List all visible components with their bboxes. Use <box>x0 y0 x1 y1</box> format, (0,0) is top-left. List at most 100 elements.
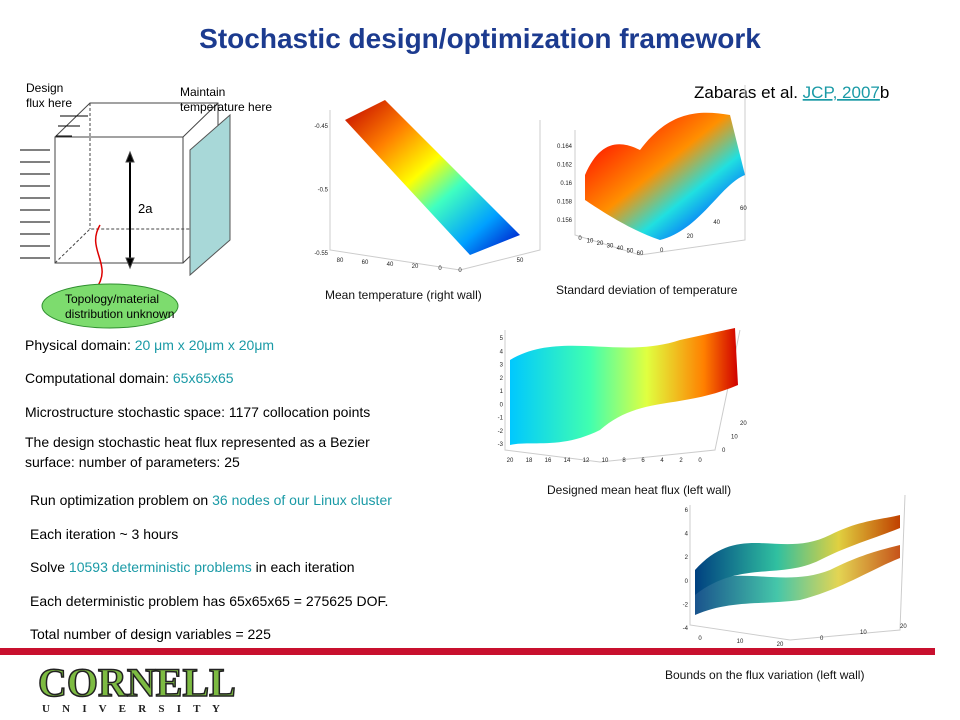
axis-tick-label: 0 <box>722 448 726 454</box>
axis-tick-label: 0 <box>698 636 702 642</box>
logo-sub: U N I V E R S I T Y <box>42 703 220 715</box>
axis-tick-label: 0 <box>458 268 462 274</box>
temp-label: Maintain <box>180 85 225 99</box>
bullet-line: Total number of design variables = 225 <box>30 626 271 642</box>
axis-tick-label: 50 <box>517 258 524 264</box>
axis-tick-label: 5 <box>500 336 504 342</box>
axis-tick-label: -0.55 <box>314 251 328 257</box>
pointer-line <box>94 224 103 291</box>
bullet-line: Microstructure stochastic space: 1177 co… <box>25 404 370 420</box>
axis-tick-label: 6 <box>641 458 645 464</box>
bullet-line: Run optimization problem on 36 nodes of … <box>30 492 392 508</box>
plot-stddev <box>574 85 746 256</box>
bullet-segment: surface: number of parameters: 25 <box>25 454 240 470</box>
axis-tick-label: -4 <box>683 626 689 632</box>
axis-tick-label: 10 <box>587 239 594 245</box>
axis-tick-label: 6 <box>685 508 689 514</box>
citation-link[interactable]: JCP, 2007 <box>803 83 880 102</box>
axis-tick-label: 4 <box>660 458 664 464</box>
cube-edge <box>182 102 219 138</box>
bullet-segment: Solve <box>30 559 69 575</box>
axis-tick-label: 12 <box>583 458 590 464</box>
axis-tick-label: 40 <box>617 246 624 252</box>
bullet-segment: 20 μm x 20μm x 20μm <box>135 337 274 353</box>
axis-tick-label: 0 <box>698 458 702 464</box>
axis-tick-label: 4 <box>685 532 689 538</box>
plot-heat-flux <box>504 328 741 463</box>
bullet-segment: 10593 deterministic problems <box>69 559 252 575</box>
plot-caption: Mean temperature (right wall) <box>325 288 482 302</box>
axis-tick-label: 60 <box>362 260 369 266</box>
axis-tick-label: 30 <box>607 244 614 250</box>
axis-tick-label: 16 <box>545 458 552 464</box>
bullet-segment: The design stochastic heat flux represen… <box>25 434 370 450</box>
axis-tick-label: -0.5 <box>318 188 329 194</box>
axis-tick-label: 10 <box>860 630 867 636</box>
size-label: 2a <box>138 201 153 216</box>
axis-tick-label: 8 <box>622 458 626 464</box>
bullet-line: The design stochastic heat flux represen… <box>25 434 370 450</box>
axis-tick-label: 10 <box>731 435 738 441</box>
axis-tick-label: 0 <box>660 248 664 254</box>
flux-arrows <box>20 115 88 259</box>
axis-tick-label: 1 <box>500 389 504 395</box>
bullet-line: Computational domain: 65x65x65 <box>25 370 234 386</box>
plot-box <box>689 494 906 641</box>
axis-tick-label: 4 <box>500 349 504 355</box>
axis-tick-label: 40 <box>713 220 720 226</box>
axis-tick-label: -0.45 <box>314 124 328 130</box>
bullet-line: surface: number of parameters: 25 <box>25 454 240 470</box>
plot-caption: Bounds on the flux variation (left wall) <box>665 668 864 682</box>
arrow-head <box>125 150 135 163</box>
plot-box <box>504 329 741 463</box>
bullet-segment: Each deterministic problem has 65x65x65 … <box>30 593 388 609</box>
title: Stochastic design/optimization framework <box>199 23 761 54</box>
bullet-segment: Computational domain: <box>25 370 173 386</box>
logo: CORNELL <box>38 660 236 705</box>
citation-suffix: b <box>880 83 889 102</box>
axis-tick-label: 20 <box>687 234 694 240</box>
axis-tick-label: 10 <box>602 458 609 464</box>
unknown-label: distribution unknown <box>65 307 174 321</box>
axis-tick-label: 40 <box>387 262 394 268</box>
surface <box>585 112 745 240</box>
axis-tick-label: 2 <box>679 458 683 464</box>
axis-tick-label: 60 <box>637 251 644 257</box>
axis-tick-label: 20 <box>900 624 907 630</box>
axis-tick-label: -2 <box>683 602 689 608</box>
axis-tick-label: 50 <box>627 249 634 255</box>
axis-tick-label: 20 <box>597 241 604 247</box>
citation: Zabaras et al. JCP, 2007b <box>694 83 889 102</box>
unknown-label: Topology/material <box>65 292 159 306</box>
surface <box>510 328 738 445</box>
axis-tick-label: 18 <box>526 458 533 464</box>
axis-tick-label: 0.158 <box>557 200 573 206</box>
plot-box <box>574 85 746 256</box>
axis-tick-label: 60 <box>740 206 747 212</box>
axis-tick-label: -2 <box>498 429 504 435</box>
cube-hidden <box>54 228 218 264</box>
axis-tick-label: -3 <box>498 442 504 448</box>
temp-label: temperature here <box>180 100 272 114</box>
plot-caption: Designed mean heat flux (left wall) <box>547 483 731 497</box>
axis-tick-label: 0 <box>438 266 442 272</box>
axis-tick-label: 0 <box>578 236 582 242</box>
plot-mean-temp <box>329 100 541 271</box>
axis-tick-label: 0.162 <box>557 163 573 169</box>
axis-tick-label: 0.16 <box>560 181 572 187</box>
bullet-line: Each deterministic problem has 65x65x65 … <box>30 593 388 609</box>
surface <box>345 100 520 255</box>
axis-tick-label: 10 <box>737 639 744 645</box>
flux-label: Design <box>26 81 63 95</box>
arrow-head <box>125 257 135 270</box>
bullet-segment: Each iteration ~ 3 hours <box>30 526 178 542</box>
surface <box>695 545 900 615</box>
axis-tick-label: 20 <box>507 458 514 464</box>
bullet-segment: 36 nodes of our Linux cluster <box>212 492 392 508</box>
plot-bounds <box>689 494 906 641</box>
surface <box>695 515 900 595</box>
bullet-segment: Physical domain: <box>25 337 135 353</box>
axis-tick-label: 0 <box>685 579 689 585</box>
